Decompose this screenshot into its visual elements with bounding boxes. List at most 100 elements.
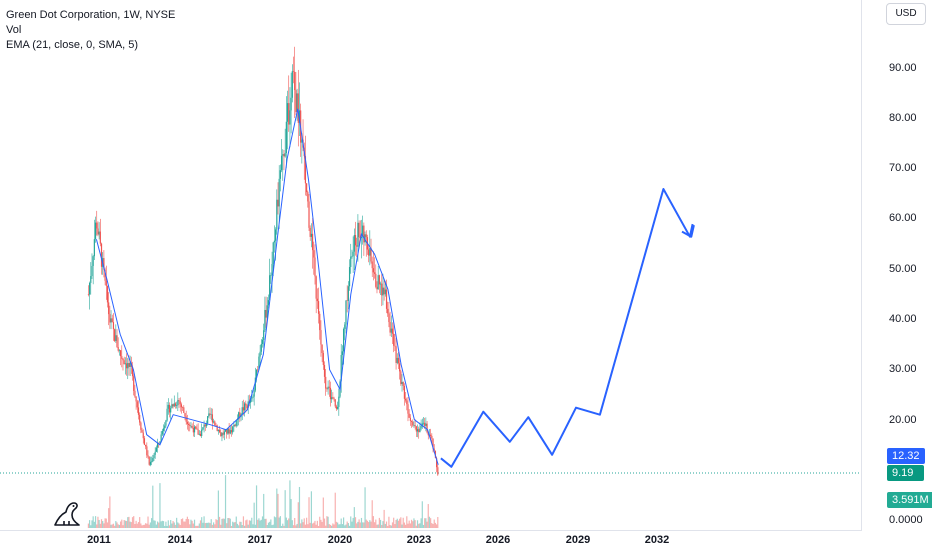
candle-body — [353, 235, 355, 252]
candle-body — [309, 227, 311, 237]
candle-body — [96, 222, 98, 229]
volume-bar — [103, 523, 105, 528]
volume-bar — [426, 521, 428, 528]
volume-bar — [117, 524, 119, 528]
volume-bar — [277, 493, 279, 528]
candle-body — [424, 422, 426, 426]
volume-bar — [204, 523, 206, 528]
candle-body — [296, 93, 298, 112]
time-scale-border — [0, 530, 862, 531]
volume-bar — [332, 523, 334, 528]
candle-body — [407, 404, 409, 414]
candle-body — [416, 429, 419, 432]
currency-button[interactable]: USD — [886, 3, 926, 25]
volume-bar — [109, 496, 111, 528]
candle-body — [246, 405, 248, 409]
candle-body — [133, 376, 135, 391]
candle-body — [244, 403, 246, 411]
volume-bar — [230, 525, 233, 528]
volume-bar — [366, 520, 369, 528]
candle-body — [153, 454, 155, 459]
candle-body — [117, 347, 119, 351]
candle-body — [294, 71, 296, 91]
y-tick-label: 0.0000 — [889, 514, 923, 526]
candle-body — [230, 430, 233, 433]
symbol-title[interactable]: Green Dot Corporation, 1W, NYSE — [6, 9, 176, 21]
volume-bar — [421, 501, 423, 528]
candle-body — [242, 407, 245, 411]
y-tick-label: 30.00 — [889, 363, 917, 375]
candle-body — [400, 371, 402, 385]
volume-bar — [399, 518, 401, 528]
volume-bar — [298, 486, 301, 528]
y-tick-label: 40.00 — [889, 313, 917, 325]
candle-body — [203, 424, 205, 428]
volume-bar — [410, 519, 413, 528]
volume-bar — [358, 519, 360, 528]
volume-bar — [323, 518, 326, 528]
candle-body — [145, 444, 147, 447]
volume-bar — [432, 524, 434, 528]
volume-bar — [106, 522, 109, 528]
candle-body — [290, 97, 292, 111]
candle-body — [197, 429, 199, 435]
projection-line[interactable] — [440, 188, 694, 468]
candle-body — [351, 256, 353, 257]
volume-bar — [100, 519, 103, 528]
candle-body — [267, 300, 270, 306]
volume-bar — [260, 519, 262, 528]
volume-bar — [400, 517, 402, 528]
volume-bar — [264, 518, 266, 528]
volume-bar — [245, 520, 247, 528]
candle-body — [201, 429, 203, 437]
x-tick-label: 2017 — [247, 534, 273, 546]
volume-bar — [422, 524, 425, 528]
volume-bar — [134, 523, 136, 528]
volume-bar — [406, 516, 408, 528]
tradingview-logo-icon[interactable] — [52, 498, 82, 528]
volume-bar — [221, 518, 223, 528]
volume-indicator-label[interactable]: Vol — [6, 24, 22, 36]
volume-bar — [232, 521, 234, 528]
volume-bar — [226, 523, 228, 528]
candle-body — [152, 458, 154, 462]
candle-body — [228, 428, 230, 434]
ema-indicator-label[interactable]: EMA (21, close, 0, SMA, 5) — [6, 39, 139, 51]
volume-bar — [118, 524, 121, 528]
candle-body — [247, 401, 249, 409]
candle-body — [275, 229, 277, 241]
ema-line — [95, 108, 439, 465]
volume-bar — [334, 492, 336, 528]
candle-body — [311, 233, 314, 251]
candle-body — [164, 425, 166, 429]
candle-body — [347, 286, 349, 301]
volume-bar — [130, 522, 132, 528]
volume-bar — [177, 522, 179, 528]
candle-body — [166, 408, 168, 421]
volume-bar — [143, 524, 146, 528]
volume-bar — [315, 524, 317, 528]
candle-body — [211, 414, 214, 423]
candle-body — [127, 363, 129, 369]
volume-bar — [375, 519, 377, 528]
candle-body — [381, 283, 383, 296]
volume-bar — [123, 519, 125, 528]
candle-body — [215, 425, 217, 426]
volume-bar — [242, 516, 245, 528]
candle-body — [297, 93, 299, 123]
candle-body — [254, 377, 256, 391]
volume-bar — [265, 518, 267, 528]
candle-body — [379, 283, 382, 285]
candle-body — [346, 300, 348, 301]
volume-bar — [240, 521, 242, 528]
volume-bar — [434, 522, 437, 528]
candle-body — [289, 110, 291, 125]
candle-body — [316, 298, 318, 302]
volume-bar — [167, 520, 169, 528]
volume-bar — [413, 518, 415, 528]
volume-bar — [397, 520, 400, 528]
volume-bar — [121, 519, 123, 528]
volume-bar — [308, 497, 310, 528]
candle-body — [286, 103, 289, 122]
